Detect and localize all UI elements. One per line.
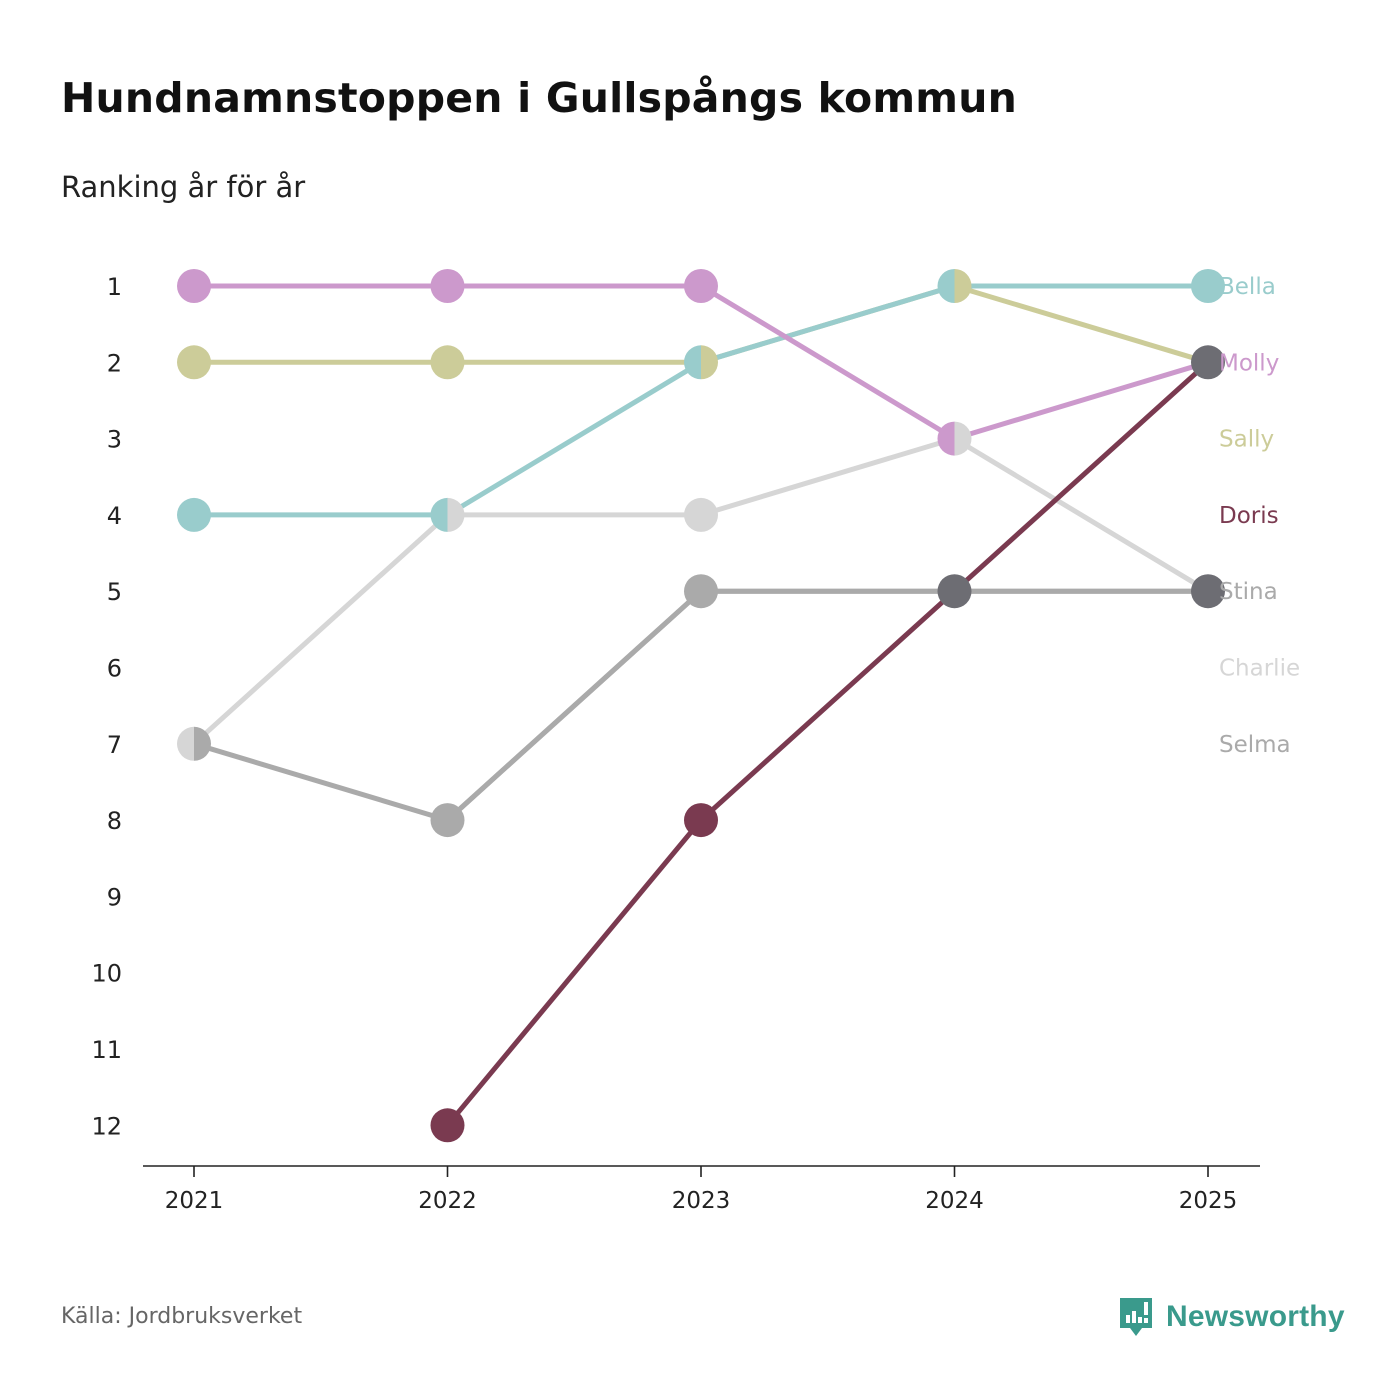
series-label-charlie: Charlie [1219,656,1300,682]
chart-title: Hundnamnstoppen i Gullspångs kommun [61,74,1018,122]
y-tick-label: 3 [107,426,122,454]
y-tick-label: 7 [107,731,122,759]
y-tick-label: 1 [107,273,122,301]
y-tick-label: 6 [107,655,122,683]
y-tick-label: 5 [107,578,122,606]
data-point-doris[interactable] [684,803,718,838]
y-tick-label: 12 [91,1112,122,1140]
data-point-sally[interactable] [701,345,718,380]
y-tick-label: 9 [107,883,122,911]
data-point-molly[interactable] [430,269,465,303]
y-tick-label: 2 [107,349,122,377]
data-point-sally[interactable] [177,345,211,380]
data-point-charlie[interactable] [684,497,718,532]
data-point-molly[interactable] [937,421,955,456]
series-line-stina [445,588,1211,823]
data-point-charlie[interactable] [954,421,972,456]
data-point-selma[interactable] [194,726,211,761]
series-label-selma: Selma [1219,732,1291,758]
data-point-bella[interactable] [430,497,448,532]
data-point-bella[interactable] [684,345,701,380]
data-point-molly[interactable] [177,269,211,303]
data-point-charlie[interactable] [177,726,194,761]
data-point-sally[interactable] [954,269,972,303]
x-tick-label: 2022 [418,1188,477,1214]
data-point-sally[interactable] [430,345,465,380]
newsworthy-logo-icon [1120,1298,1152,1336]
chart-subtitle: Ranking år för år [61,170,306,204]
data-point-bella[interactable] [937,269,955,303]
data-point-selma[interactable] [447,803,465,838]
series-label-doris: Doris [1219,503,1279,529]
brand-name: Newsworthy [1166,1300,1345,1333]
data-point-bella[interactable] [177,497,211,532]
y-tick-label: 11 [91,1036,122,1064]
series-label-sally: Sally [1219,427,1274,453]
data-point-doris[interactable] [430,1108,465,1143]
series-line-bella [191,283,1211,518]
y-tick-label: 10 [91,960,122,988]
data-point-overlap[interactable] [1191,345,1225,380]
data-point-overlap[interactable] [1191,574,1225,609]
series-label-bella: Bella [1219,274,1276,300]
data-point-charlie[interactable] [447,497,465,532]
series-line-doris [445,359,1211,1128]
y-tick-label: 4 [107,502,122,530]
data-point-overlap[interactable] [937,574,972,609]
x-tick-label: 2023 [672,1188,731,1214]
y-tick-label: 8 [107,807,122,835]
x-tick-label: 2024 [925,1188,984,1214]
data-point-selma[interactable] [701,574,718,609]
data-point-molly[interactable] [684,269,718,303]
brand-logo[interactable]: Newsworthy [1118,1296,1345,1338]
series-line-selma [191,588,1211,823]
source-note: Källa: Jordbruksverket [61,1304,303,1329]
series-label-molly: Molly [1219,350,1279,376]
data-point-stina[interactable] [430,803,448,838]
series-label-stina: Stina [1219,579,1278,605]
data-point-stina[interactable] [684,574,701,609]
x-tick-label: 2021 [165,1188,224,1214]
data-point-bella[interactable] [1191,269,1225,303]
x-tick-label: 2025 [1179,1188,1238,1214]
